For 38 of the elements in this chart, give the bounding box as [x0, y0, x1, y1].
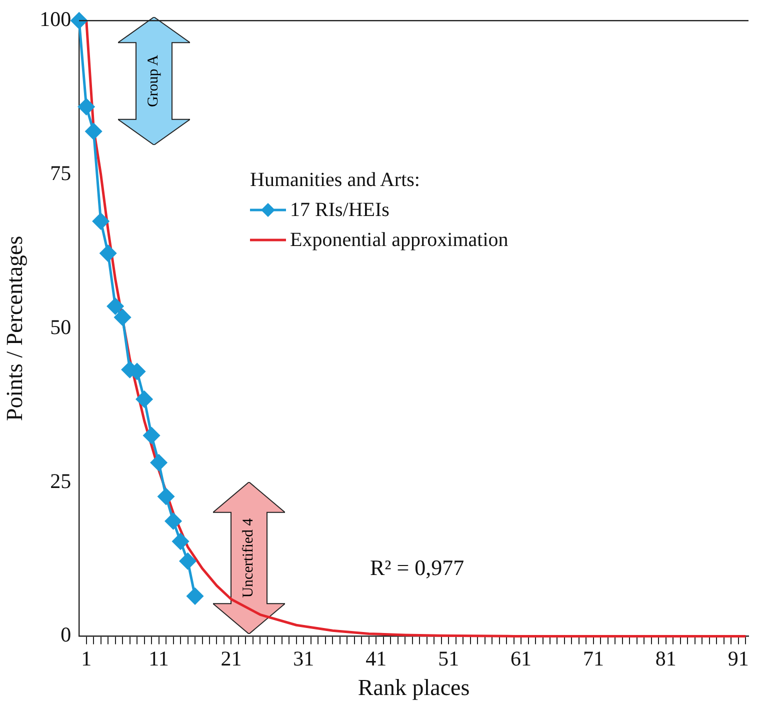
x-tick-label: 61 — [510, 646, 532, 670]
y-tick-label: 50 — [50, 314, 72, 339]
point — [78, 98, 95, 116]
y-axis-title: Points / Percentages — [2, 236, 27, 422]
point — [92, 213, 110, 230]
annotation: R² = 0,977 — [370, 555, 464, 581]
point — [186, 588, 204, 604]
point — [172, 533, 189, 550]
legend-label: 17 RIs/HEIs — [290, 198, 390, 223]
point — [107, 298, 124, 314]
x-tick-label: 31 — [293, 646, 314, 670]
annotation: Uncertified 4 — [240, 518, 258, 598]
legend-label: Exponential approximation — [290, 228, 508, 253]
x-tick-label: 21 — [220, 646, 242, 670]
x-tick-label: 91 — [728, 646, 749, 670]
x-tick-label: 71 — [582, 646, 604, 670]
point — [85, 123, 102, 140]
x-tick-label: 1 — [81, 646, 92, 670]
point — [150, 454, 168, 471]
point — [180, 552, 196, 570]
point — [143, 427, 160, 444]
point — [158, 488, 174, 505]
y-tick-label: 0 — [60, 622, 72, 647]
x-tick-label: 51 — [438, 646, 460, 670]
y-tick-label: 100 — [40, 7, 72, 32]
x-axis-title: Rank places — [358, 675, 470, 700]
x-tick-label: 41 — [366, 646, 387, 670]
point — [100, 245, 116, 262]
x-tick-label: 81 — [655, 646, 676, 670]
y-tick-label: 25 — [50, 468, 72, 493]
point — [136, 390, 153, 408]
legend-title: Humanities and Arts: — [250, 168, 421, 193]
point — [70, 12, 88, 29]
x-tick-label: 11 — [148, 646, 169, 670]
annotation: Group A — [146, 54, 162, 108]
point — [114, 309, 131, 326]
y-tick-label: 75 — [50, 161, 72, 186]
point — [165, 512, 182, 530]
